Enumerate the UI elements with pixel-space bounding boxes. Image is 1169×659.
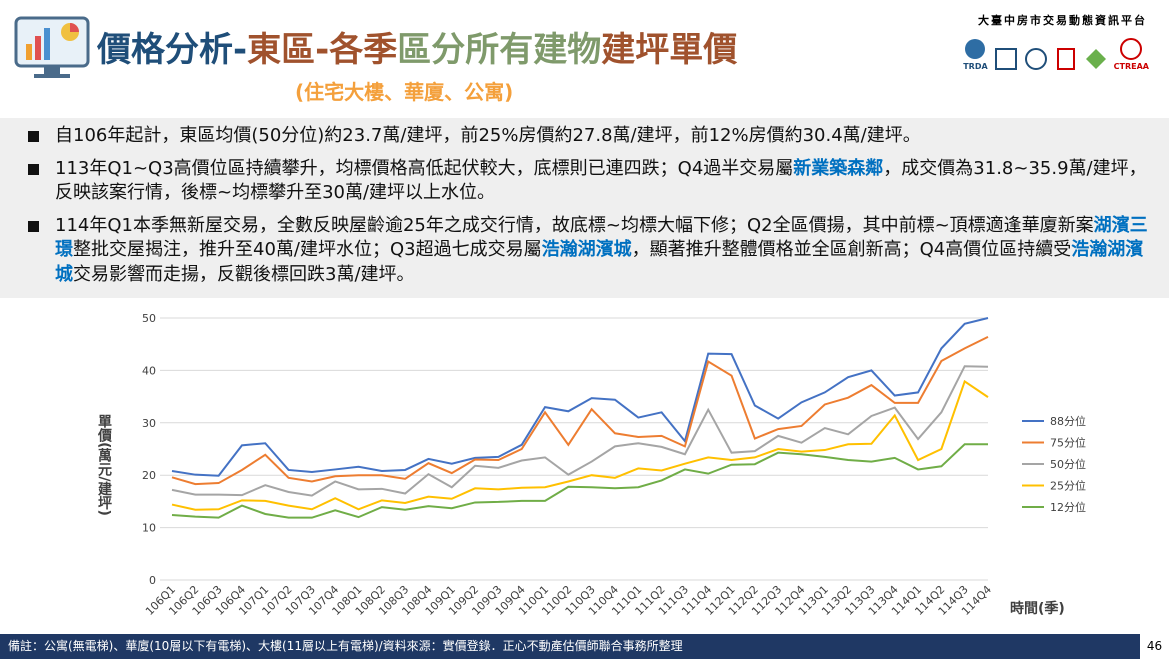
x-axis-label: 時間(季) <box>1010 600 1065 617</box>
logo-text: TRDA <box>963 62 988 71</box>
chart: 01020304050106Q1106Q2106Q3106Q4107Q1107Q… <box>96 312 1086 618</box>
bullet-text: 113年Q1~Q3高價位區持續攀升，均標價格高低起伏較大，底標則已連四跌；Q4過… <box>55 157 794 179</box>
legend-label: 75分位 <box>1050 436 1086 450</box>
title-part: 東區-各季 <box>247 30 398 70</box>
highlight: 新業築森鄰 <box>793 157 884 179</box>
bullet-text: 114年Q1本季無新屋交易，全數反映屋齡逾25年之成交行情，故底標~均標大幅下修… <box>55 214 1094 236</box>
title-part: 區分所有建物 <box>397 30 602 70</box>
bullet-text: 整批交屋揭注，推升至40萬/建坪水位；Q3超過七成交易屬 <box>73 239 542 260</box>
title: 價格分析-東區-各季區分所有建物建坪單價 <box>97 22 737 71</box>
line <box>171 365 989 497</box>
footer-note: 備註：公寓(無電梯)、華廈(10層以下有電梯)、大樓(11層以上有電梯)/資料來… <box>0 634 1140 659</box>
text-band <box>0 118 1169 298</box>
title-part: 價格分析- <box>97 30 248 70</box>
y-tick-label: 20 <box>142 469 156 482</box>
highlight: 浩瀚湖濱城 <box>541 239 632 260</box>
bullet: 114年Q1本季無新屋交易，全數反映屋齡逾25年之成交行情，故底標~均標大幅下修… <box>28 214 1153 288</box>
highlight: 湖濱三璟 <box>55 214 1148 261</box>
y-axis-label: 單價(萬元/建坪) <box>96 414 113 516</box>
highlight: 浩瀚湖濱城 <box>55 239 1144 285</box>
y-tick-label: 50 <box>142 312 156 325</box>
logo <box>994 48 1017 70</box>
legend-label: 88分位 <box>1050 414 1086 428</box>
y-tick-label: 0 <box>149 574 156 587</box>
bullet: 自106年起計，東區均價(50分位)約23.7萬/建坪，前25%房價約27.8萬… <box>28 124 1153 149</box>
line <box>171 443 988 519</box>
line <box>171 379 989 511</box>
logo <box>1056 48 1075 70</box>
line <box>171 335 989 486</box>
legend-label: 25分位 <box>1050 479 1086 493</box>
bullet: 113年Q1~Q3高價位區持續攀升，均標價格高低起伏較大，底標則已連四跌；Q4過… <box>28 157 1153 206</box>
bullet-text: ，成交價為31.8~35.9萬/建坪，反映該案行情，後標~均標攀升至30萬/建坪… <box>55 157 1147 204</box>
page-number: 46 <box>1146 639 1163 653</box>
logo <box>1024 48 1047 70</box>
bullet-text: 自106年起計，東區均價(50分位)約23.7萬/建坪，前25%房價約27.8萬… <box>55 125 921 146</box>
subtitle: (住宅大樓、華廈、公寓) <box>295 80 514 104</box>
platform-name: 大臺中房市交易動態資訊平台 <box>978 14 1147 27</box>
y-tick-label: 40 <box>142 364 156 377</box>
y-tick-label: 10 <box>142 522 156 535</box>
logo <box>965 39 986 59</box>
logos: TRDA CTREAA <box>963 38 1149 71</box>
legend-label: 50分位 <box>1050 457 1086 471</box>
title-part: 建坪單價 <box>601 30 738 70</box>
logo <box>1085 49 1106 69</box>
y-tick-label: 30 <box>142 417 156 430</box>
bullets: 自106年起計，東區均價(50分位)約23.7萬/建坪，前25%房價約27.8萬… <box>28 124 1153 295</box>
bullet-text: ，顯著推升整體價格並全區創新高；Q4高價位區持續受 <box>631 239 1072 260</box>
legend-label: 12分位 <box>1050 500 1086 514</box>
bullet-text: 交易影響而走揚，反觀後標回跌3萬/建坪。 <box>73 263 415 285</box>
logo-text: CTREAA <box>1113 62 1149 71</box>
logo <box>1120 38 1143 60</box>
icon <box>14 16 90 78</box>
line <box>171 317 989 477</box>
